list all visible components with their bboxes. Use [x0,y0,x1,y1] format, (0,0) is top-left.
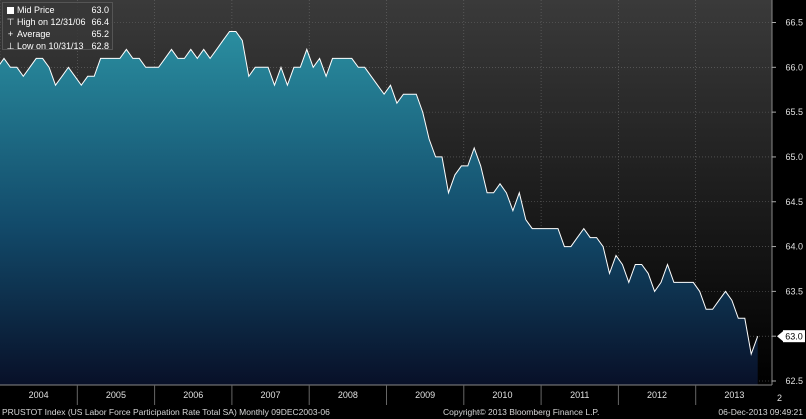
y-tick-label: 66.0 [785,62,803,72]
footer-copyright: Copyright© 2013 Bloomberg Finance L.P. [443,407,600,417]
y-tick-label: 62.5 [785,376,803,386]
y-tick-label: 66.5 [785,18,803,28]
x-tick-label: 2011 [570,390,589,400]
legend-avg-value: 65.2 [91,29,109,39]
x-tick-label: 2006 [183,390,203,400]
y-tick-label: 64.0 [785,242,803,252]
last-value-box [783,330,805,343]
legend-avg-row: + Average 65.2 [6,28,109,40]
last-value-label: 63.0 [785,332,803,342]
y-tick-label: 65.5 [785,107,803,117]
legend-mid-row: Mid Price 63.0 [6,4,109,16]
legend-low-row: ⊥ Low on 10/31/13 62.8 [6,40,109,52]
legend: Mid Price 63.0 ⊤ High on 12/31/06 66.4 + A… [2,2,113,52]
footer-bar: PRUSTOT Index (US Labor Force Participat… [0,405,806,419]
x-tick-label: 2012 [647,390,667,400]
x-tick-label: 2007 [261,390,281,400]
legend-mid-value: 63.0 [91,5,109,15]
legend-low-label: Low on 10/31/13 [17,41,84,51]
x-tick-label: 2010 [492,390,512,400]
data-area [0,31,758,385]
y-tick-label: 63.5 [785,286,803,296]
x-tick-label: 2013 [724,390,744,400]
x-tick-label: 2009 [415,390,435,400]
y-tick-label: 65.0 [785,152,803,162]
legend-mid-label: Mid Price [17,5,55,15]
y-axis-edge-label: 2 [777,393,782,403]
legend-high-value: 66.4 [91,17,109,27]
legend-high-label: High on 12/31/06 [17,17,86,27]
average-marker-icon: + [7,29,14,39]
square-icon [7,6,14,14]
last-value-pointer [777,331,783,342]
legend-low-value: 62.8 [91,41,109,51]
legend-avg-label: Average [17,29,51,39]
data-line [0,31,759,357]
low-marker-icon: ⊥ [6,41,15,51]
x-tick-label: 2004 [29,390,49,400]
x-tick-label: 2005 [106,390,126,400]
footer-ticker-description: PRUSTOT Index (US Labor Force Participat… [2,407,330,417]
x-tick-label: 2008 [338,390,358,400]
footer-timestamp: 06-Dec-2013 09:49:21 [718,407,803,417]
legend-high-row: ⊤ High on 12/31/06 66.4 [6,16,109,28]
high-marker-icon: ⊤ [6,17,15,27]
y-tick-label: 64.5 [785,197,803,207]
